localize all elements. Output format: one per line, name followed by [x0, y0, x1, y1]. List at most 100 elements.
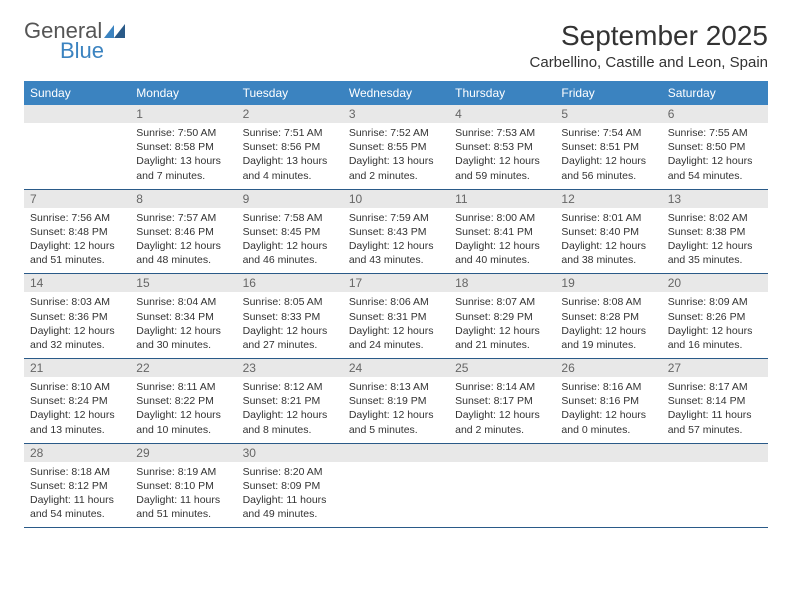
- calendar-body: 1Sunrise: 7:50 AMSunset: 8:58 PMDaylight…: [24, 105, 768, 528]
- calendar-week-row: 21Sunrise: 8:10 AMSunset: 8:24 PMDayligh…: [24, 359, 768, 444]
- day-number: 8: [130, 190, 236, 208]
- cell-line: and 56 minutes.: [561, 169, 655, 183]
- cell-body: Sunrise: 8:03 AMSunset: 8:36 PMDaylight:…: [24, 292, 130, 358]
- cell-line: Sunrise: 8:16 AM: [561, 380, 655, 394]
- calendar-cell: 16Sunrise: 8:05 AMSunset: 8:33 PMDayligh…: [237, 274, 343, 359]
- cell-line: and 2 minutes.: [455, 423, 549, 437]
- cell-body: Sunrise: 7:53 AMSunset: 8:53 PMDaylight:…: [449, 123, 555, 189]
- calendar-cell: 5Sunrise: 7:54 AMSunset: 8:51 PMDaylight…: [555, 105, 661, 189]
- logo-word2: Blue: [60, 40, 126, 62]
- calendar-cell: 7Sunrise: 7:56 AMSunset: 8:48 PMDaylight…: [24, 189, 130, 274]
- day-number: 18: [449, 274, 555, 292]
- cell-line: Sunrise: 8:18 AM: [30, 465, 124, 479]
- cell-line: Sunrise: 7:51 AM: [243, 126, 337, 140]
- day-header-row: Sunday Monday Tuesday Wednesday Thursday…: [24, 81, 768, 105]
- cell-line: Daylight: 12 hours: [455, 324, 549, 338]
- cell-line: Sunset: 8:50 PM: [668, 140, 762, 154]
- cell-line: Sunrise: 7:55 AM: [668, 126, 762, 140]
- cell-line: Daylight: 13 hours: [243, 154, 337, 168]
- cell-line: and 0 minutes.: [561, 423, 655, 437]
- cell-line: Daylight: 12 hours: [561, 324, 655, 338]
- cell-line: Daylight: 12 hours: [668, 239, 762, 253]
- calendar-cell: 22Sunrise: 8:11 AMSunset: 8:22 PMDayligh…: [130, 359, 236, 444]
- calendar-cell: 10Sunrise: 7:59 AMSunset: 8:43 PMDayligh…: [343, 189, 449, 274]
- cell-body: [449, 462, 555, 520]
- cell-line: Sunrise: 7:54 AM: [561, 126, 655, 140]
- cell-line: Daylight: 12 hours: [561, 408, 655, 422]
- cell-line: Sunrise: 8:17 AM: [668, 380, 762, 394]
- day-number: 9: [237, 190, 343, 208]
- day-header: Friday: [555, 81, 661, 105]
- calendar-table: Sunday Monday Tuesday Wednesday Thursday…: [24, 81, 768, 528]
- cell-line: Daylight: 13 hours: [349, 154, 443, 168]
- cell-body: Sunrise: 8:13 AMSunset: 8:19 PMDaylight:…: [343, 377, 449, 443]
- day-number: 21: [24, 359, 130, 377]
- calendar-cell: 3Sunrise: 7:52 AMSunset: 8:55 PMDaylight…: [343, 105, 449, 189]
- calendar-cell: 6Sunrise: 7:55 AMSunset: 8:50 PMDaylight…: [662, 105, 768, 189]
- cell-line: and 49 minutes.: [243, 507, 337, 521]
- cell-body: Sunrise: 8:09 AMSunset: 8:26 PMDaylight:…: [662, 292, 768, 358]
- cell-body: Sunrise: 8:11 AMSunset: 8:22 PMDaylight:…: [130, 377, 236, 443]
- cell-line: Sunrise: 8:12 AM: [243, 380, 337, 394]
- calendar-cell: 29Sunrise: 8:19 AMSunset: 8:10 PMDayligh…: [130, 443, 236, 528]
- cell-body: Sunrise: 8:07 AMSunset: 8:29 PMDaylight:…: [449, 292, 555, 358]
- cell-line: Sunrise: 8:05 AM: [243, 295, 337, 309]
- cell-body: Sunrise: 8:01 AMSunset: 8:40 PMDaylight:…: [555, 208, 661, 274]
- cell-line: Sunrise: 8:06 AM: [349, 295, 443, 309]
- cell-line: and 10 minutes.: [136, 423, 230, 437]
- cell-line: Sunset: 8:36 PM: [30, 310, 124, 324]
- cell-line: Sunrise: 8:08 AM: [561, 295, 655, 309]
- cell-body: Sunrise: 7:50 AMSunset: 8:58 PMDaylight:…: [130, 123, 236, 189]
- cell-body: Sunrise: 8:20 AMSunset: 8:09 PMDaylight:…: [237, 462, 343, 528]
- cell-body: Sunrise: 8:18 AMSunset: 8:12 PMDaylight:…: [24, 462, 130, 528]
- day-number: [662, 444, 768, 462]
- cell-line: Sunrise: 7:58 AM: [243, 211, 337, 225]
- calendar-cell: [662, 443, 768, 528]
- cell-line: Daylight: 13 hours: [136, 154, 230, 168]
- calendar-cell: 19Sunrise: 8:08 AMSunset: 8:28 PMDayligh…: [555, 274, 661, 359]
- cell-line: and 21 minutes.: [455, 338, 549, 352]
- cell-body: Sunrise: 7:59 AMSunset: 8:43 PMDaylight:…: [343, 208, 449, 274]
- cell-body: Sunrise: 8:17 AMSunset: 8:14 PMDaylight:…: [662, 377, 768, 443]
- day-number: 30: [237, 444, 343, 462]
- cell-line: Daylight: 12 hours: [243, 239, 337, 253]
- cell-line: Sunset: 8:29 PM: [455, 310, 549, 324]
- cell-line: Sunset: 8:46 PM: [136, 225, 230, 239]
- cell-body: Sunrise: 8:08 AMSunset: 8:28 PMDaylight:…: [555, 292, 661, 358]
- cell-line: Sunrise: 8:19 AM: [136, 465, 230, 479]
- cell-line: Sunrise: 8:09 AM: [668, 295, 762, 309]
- cell-line: and 59 minutes.: [455, 169, 549, 183]
- cell-line: Daylight: 12 hours: [455, 408, 549, 422]
- cell-line: and 24 minutes.: [349, 338, 443, 352]
- calendar-cell: 12Sunrise: 8:01 AMSunset: 8:40 PMDayligh…: [555, 189, 661, 274]
- calendar-cell: 30Sunrise: 8:20 AMSunset: 8:09 PMDayligh…: [237, 443, 343, 528]
- cell-line: Daylight: 12 hours: [136, 239, 230, 253]
- cell-line: Daylight: 12 hours: [349, 408, 443, 422]
- calendar-cell: 26Sunrise: 8:16 AMSunset: 8:16 PMDayligh…: [555, 359, 661, 444]
- day-number: 20: [662, 274, 768, 292]
- cell-line: Daylight: 12 hours: [349, 324, 443, 338]
- cell-line: Sunrise: 8:03 AM: [30, 295, 124, 309]
- day-number: 27: [662, 359, 768, 377]
- day-header: Thursday: [449, 81, 555, 105]
- day-number: 5: [555, 105, 661, 123]
- cell-body: [662, 462, 768, 520]
- cell-line: Sunrise: 7:53 AM: [455, 126, 549, 140]
- day-header: Wednesday: [343, 81, 449, 105]
- day-header: Monday: [130, 81, 236, 105]
- cell-line: Daylight: 11 hours: [136, 493, 230, 507]
- calendar-cell: 28Sunrise: 8:18 AMSunset: 8:12 PMDayligh…: [24, 443, 130, 528]
- cell-line: and 7 minutes.: [136, 169, 230, 183]
- cell-line: Sunset: 8:24 PM: [30, 394, 124, 408]
- calendar-cell: 13Sunrise: 8:02 AMSunset: 8:38 PMDayligh…: [662, 189, 768, 274]
- day-number: 16: [237, 274, 343, 292]
- calendar-week-row: 14Sunrise: 8:03 AMSunset: 8:36 PMDayligh…: [24, 274, 768, 359]
- cell-line: Daylight: 12 hours: [561, 239, 655, 253]
- cell-body: Sunrise: 8:00 AMSunset: 8:41 PMDaylight:…: [449, 208, 555, 274]
- cell-line: Daylight: 12 hours: [30, 408, 124, 422]
- cell-line: Daylight: 12 hours: [668, 324, 762, 338]
- cell-line: Sunrise: 8:13 AM: [349, 380, 443, 394]
- calendar-cell: 18Sunrise: 8:07 AMSunset: 8:29 PMDayligh…: [449, 274, 555, 359]
- cell-line: and 40 minutes.: [455, 253, 549, 267]
- cell-line: Sunset: 8:58 PM: [136, 140, 230, 154]
